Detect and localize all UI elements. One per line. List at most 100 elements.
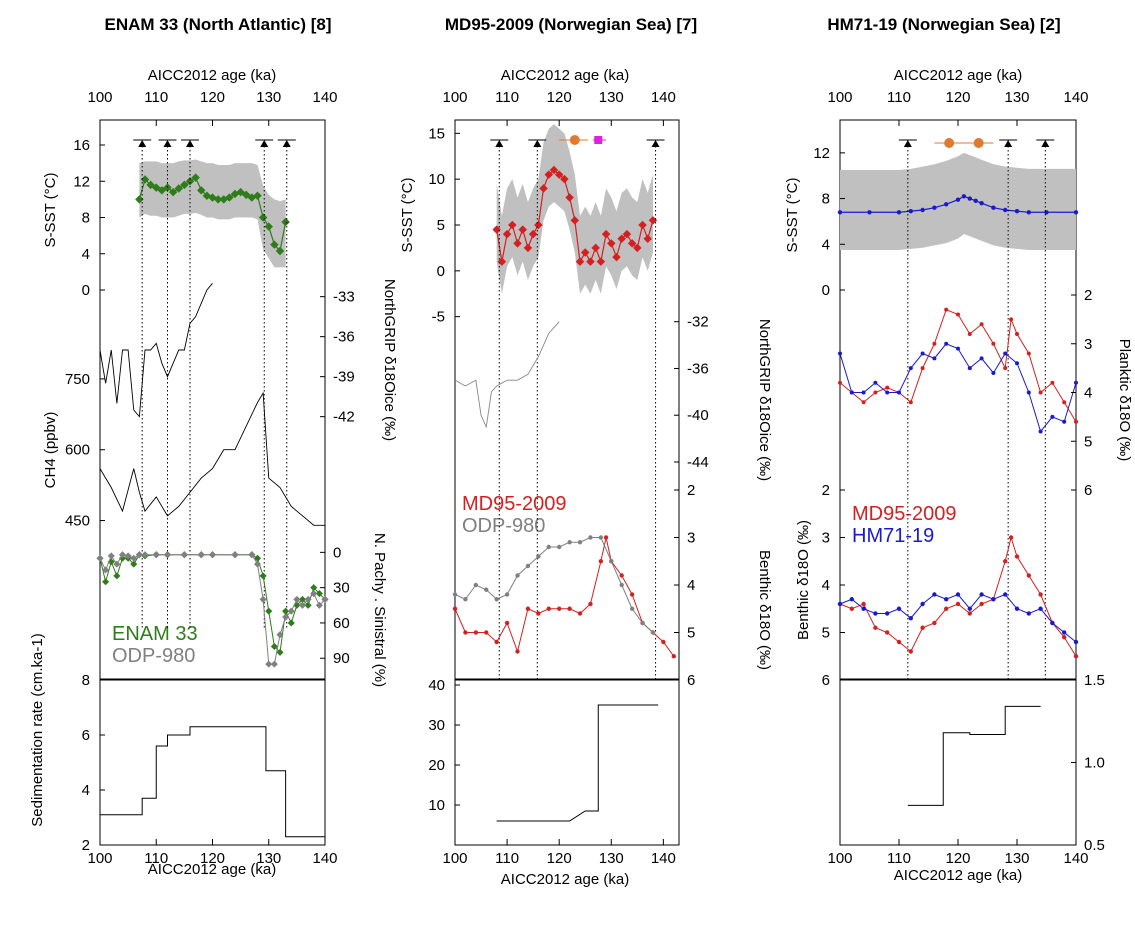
panel3-planktic-point-0-14 [1003, 366, 1008, 371]
panel1-pachy-point-0-21 [282, 607, 290, 615]
panel3-planktic-point-1-10 [956, 346, 960, 351]
panel3-benthic-ylabel: Benthic δ18O (‰) [795, 520, 812, 640]
panel3-benthic-point-0-9 [944, 606, 949, 611]
panel1-sst-band [139, 159, 286, 268]
panel1-pachy-point-1-0 [96, 554, 104, 562]
panel3-sst-point-17 [1073, 210, 1079, 215]
panel1-pachy-point-0-26 [310, 584, 318, 592]
panel1-tie-marker-3 [260, 140, 269, 147]
panel1-sst-ytick-3: 12 [73, 173, 90, 190]
panel2-benthic-point-1-2 [473, 582, 479, 588]
panel1-pachy-point-1-28 [321, 595, 329, 603]
panel1-pachy-ytick-2: 60 [333, 615, 350, 632]
panel3-benthic-point-0-1 [849, 606, 854, 611]
panel2-iso-ytick-0: -32 [687, 314, 709, 331]
panel2-benthic-point-1-9 [546, 544, 551, 550]
panel2-sed-frame [454, 679, 680, 846]
panel3-planktic-point-0-20 [1062, 400, 1067, 405]
panel3-benthic-point-1-3 [873, 611, 878, 616]
panel1-iso-ytick-0: -33 [333, 289, 355, 306]
panel1-pachy-point-1-13 [208, 551, 217, 559]
panel1-pachy-point-1-12 [197, 551, 205, 559]
panel3-planktic-point-0-21 [1074, 419, 1078, 424]
panel2-sst-point-20 [596, 257, 606, 266]
panel3-sst-point-3 [908, 208, 913, 214]
panel1-pachy-point-1-11 [180, 551, 188, 559]
panel3-planktic-point-0-13 [991, 341, 996, 346]
panel1-pachy-point-1-4 [118, 551, 127, 559]
panel1-pachy-point-1-23 [293, 595, 301, 603]
panel1-top-xtick-4: 140 [312, 89, 337, 106]
panel1-sed-frame [99, 679, 326, 846]
panel3-top-xtick-0: 100 [827, 89, 852, 106]
panel2-tie-marker-1 [533, 140, 542, 147]
panel1-pachy-ytick-1: 30 [333, 580, 350, 597]
panel3-planktic-point-1-1 [849, 390, 854, 395]
panel2-benthic-point-1-15 [609, 559, 614, 564]
panel1-pachy-point-0-1 [102, 578, 110, 586]
panel3-top-xlabel: AICC2012 age (ka) [894, 67, 1022, 84]
panel3-planktic-point-0-11 [967, 332, 972, 336]
panel3-planktic-point-1-20 [1074, 380, 1078, 385]
panel3-planktic-point-0-6 [908, 400, 913, 405]
panel3-planktic-point-1-17 [1038, 429, 1043, 434]
panel3-benthic-point-1-11 [967, 606, 972, 611]
panel3-planktic-point-1-3 [873, 380, 878, 385]
panel1-sst-point-11 [197, 186, 206, 195]
panel3-sst-ytick-2: 8 [822, 191, 830, 208]
panel3-sst-point-8 [961, 194, 967, 199]
panel2-top-xtick-2: 120 [547, 89, 572, 106]
panel2-benthic-point-0-5 [504, 620, 510, 626]
panel3-bottom-xtick-4: 140 [1063, 850, 1088, 867]
panel1-pachy-ytick-3: 90 [333, 650, 350, 667]
panel1-ch4-ytick-1: 600 [65, 442, 90, 459]
panel2-sst-ytick-0: 15 [428, 125, 445, 142]
panel1-sed-ytick-0: 2 [82, 837, 90, 854]
panel1-pachy-point-0-3 [113, 572, 121, 580]
panel3-benthic-point-1-12 [979, 592, 984, 597]
panel3-planktic-point-0-15 [1009, 317, 1014, 322]
panel3-sed-ytick-0: 0.5 [1084, 837, 1105, 854]
panel3-sst-point-10 [973, 198, 978, 204]
panel1-sst-point-1 [140, 175, 150, 184]
panel2-bottom-xtick-2: 120 [547, 850, 572, 867]
panel2-benthic-ylabel: Benthic δ18O (‰) [756, 550, 773, 670]
panel3-benthic-point-0-15 [1008, 535, 1014, 540]
panel3-planktic-line-1 [839, 343, 1077, 433]
panel1-sst-point-7 [174, 184, 183, 193]
panel1-sst-point-5 [163, 183, 172, 192]
legend-hm71-panel3: HM71-19 [852, 525, 934, 547]
panel2-benthic-point-1-16 [619, 582, 624, 588]
panel3-sst-point-9 [967, 196, 972, 201]
panel1-sst-point-22 [258, 213, 268, 222]
panel2-benthic-point-1-19 [650, 630, 656, 635]
panel3-tie-marker-0 [903, 140, 912, 147]
panel3-benthic-point-1-19 [1062, 630, 1067, 635]
panel3-planktic-point-1-18 [1050, 414, 1055, 419]
panel3-top-xtick-1: 110 [887, 89, 911, 106]
plot-layer: 1001001101101201201301301401400481216-33… [65, 89, 1105, 867]
panel3-benthic-point-1-7 [920, 601, 925, 607]
panel1-pachy-ytick-0: 0 [333, 544, 341, 561]
panel2-benthic-point-0-9 [546, 606, 551, 611]
panel2-benthic-point-0-3 [484, 630, 489, 635]
panel2-sed-ytick-3: 40 [428, 677, 445, 694]
panel2-benthic-point-1-1 [463, 597, 468, 602]
panel1-pachy-point-1-26 [310, 589, 318, 598]
panel2-sst-point-2 [502, 229, 512, 239]
panel2-benthic-ytick-3: 5 [687, 625, 695, 642]
panel3-planktic-ytick-4: 6 [1084, 482, 1092, 499]
panel3-sst-ytick-0: 0 [822, 282, 830, 299]
panel3-sst-point-7 [955, 197, 961, 202]
panel3-benthic-point-1-13 [991, 597, 996, 602]
panel3-sst-point-0 [837, 210, 843, 215]
panel3-benthic-ytick-3: 5 [822, 625, 830, 642]
panel1-sst-point-24 [270, 240, 279, 249]
panel2-benthic-point-1-8 [536, 554, 541, 559]
panel2-sed-ytick-2: 30 [428, 717, 445, 734]
panel3-benthic-point-0-12 [979, 601, 984, 607]
panel3-benthic-point-1-10 [955, 592, 961, 597]
panel2-benthic-point-0-4 [494, 639, 499, 645]
panel1-sst-point-14 [213, 195, 223, 204]
panel2-title: MD95-2009 (Norwegian Sea) [7] [445, 15, 697, 34]
